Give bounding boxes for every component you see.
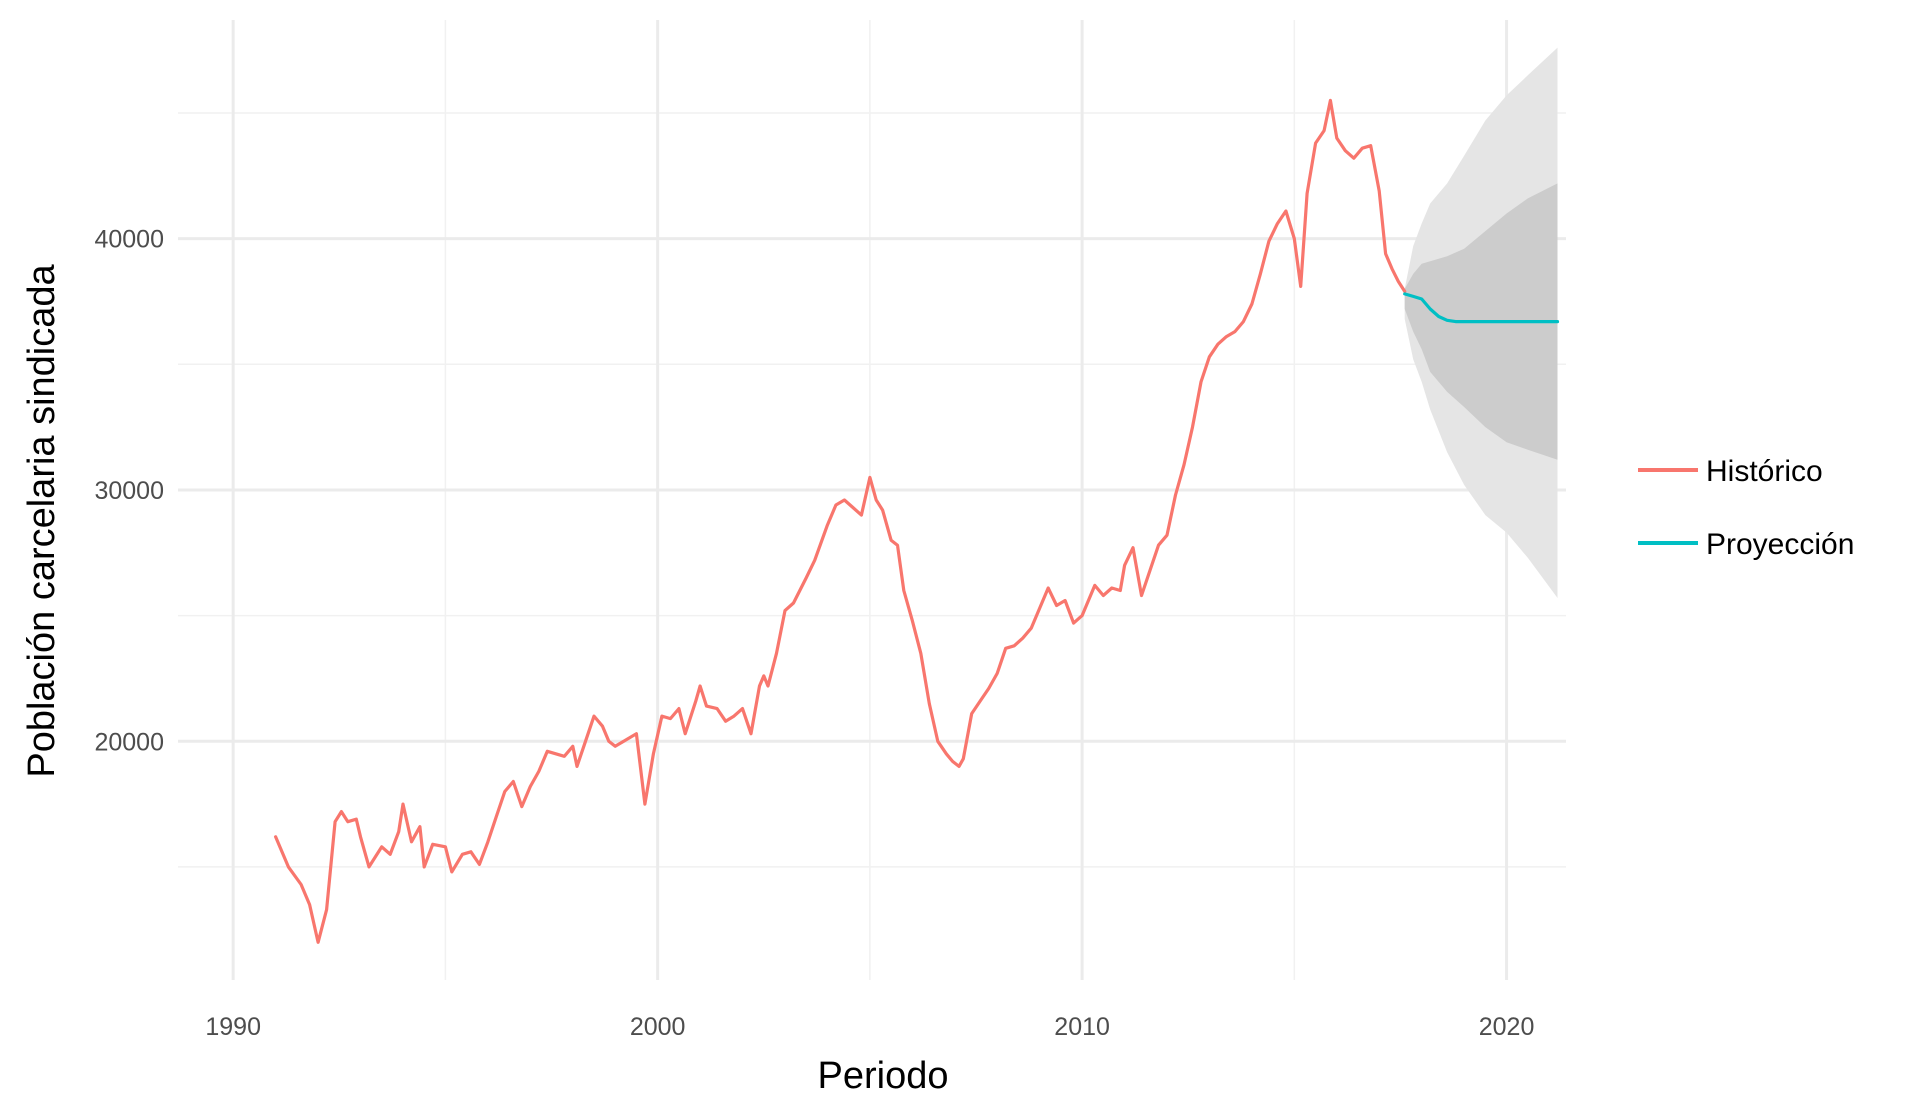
x-tick-label: 1990 [205,1013,261,1041]
y-axis-title: Población carcelaria sindicada [21,263,63,777]
x-tick-label: 2010 [1054,1013,1110,1041]
x-tick-label: 2020 [1479,1013,1535,1041]
series-line-1 [1403,292,1560,324]
y-axis-tick-labels: 20000 30000 40000 [94,226,164,757]
legend-label-1: Proyección [1706,528,1854,561]
grid-minor [178,20,1566,980]
grid-major [178,20,1566,980]
y-tick-label: 40000 [94,226,164,254]
data-series [274,98,1560,944]
y-tick-label: 20000 [94,728,164,756]
series-line-0 [274,98,1407,944]
x-axis-tick-labels: 1990 2000 2010 2020 [205,1013,1534,1041]
legend-label-0: Histórico [1706,455,1823,488]
x-tick-label: 2000 [630,1013,686,1041]
x-axis-title: Periodo [818,1055,949,1097]
y-tick-label: 30000 [94,477,164,505]
legend: Histórico Proyección [1638,455,1854,561]
